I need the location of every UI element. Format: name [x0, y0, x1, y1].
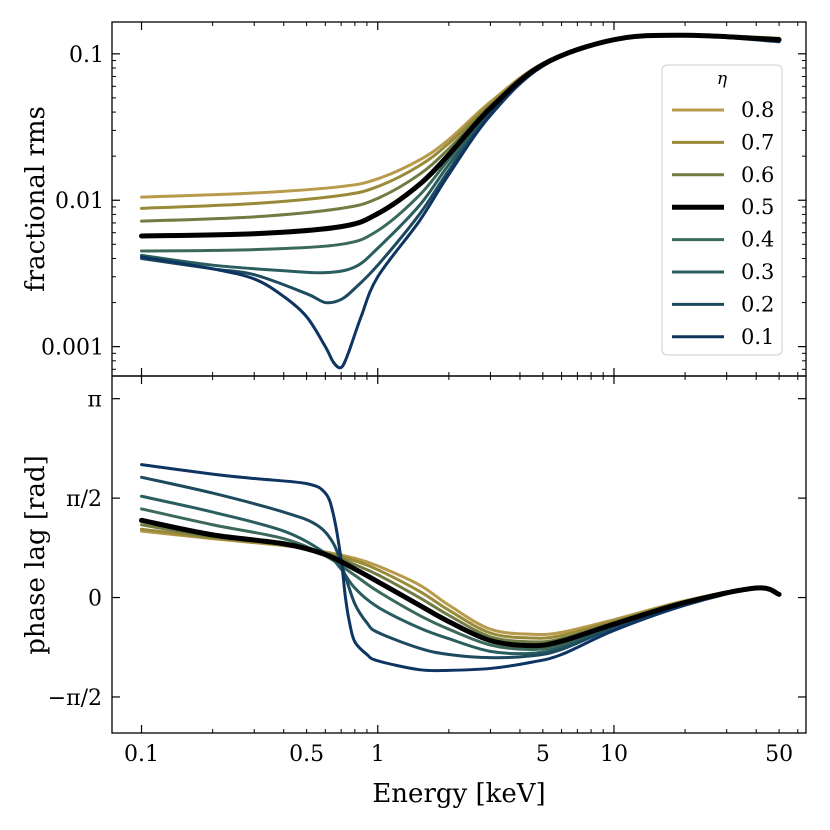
x-tick-label: 5 — [536, 742, 550, 767]
legend-box — [661, 64, 783, 356]
phase-lag-y-tick-label: −π/2 — [48, 686, 102, 711]
phase-lag-y-tick-label: π/2 — [66, 487, 102, 512]
legend-label: 0.7 — [741, 130, 774, 154]
rms-series-0-5 — [139, 32, 782, 239]
legend-label: 0.4 — [741, 228, 774, 252]
legend-label: 0.3 — [741, 260, 774, 284]
phase-lag-plot-frame — [111, 375, 807, 734]
phase-lag-series-0-2 — [140, 475, 781, 660]
rms-y-tick-label: 0.1 — [69, 43, 104, 68]
rms-ylabel: fractional rms — [21, 106, 51, 292]
rms-ticks: 0.001 0.01 0.1 — [41, 22, 806, 376]
legend-label: 0.1 — [741, 325, 774, 349]
phase-lag-series-0-5 — [139, 517, 782, 649]
phase-lag-series-0-1 — [140, 463, 781, 673]
legend-label: 0.6 — [741, 163, 774, 187]
phase-lag-ticks: 0.1 0.5 1 5 10 50 −π/2 0 π/2 π — [48, 376, 806, 767]
x-tick-label: 1 — [371, 742, 385, 767]
xlabel: Energy [keV] — [372, 779, 545, 809]
rms-y-tick-label: 0.01 — [55, 189, 104, 214]
rms-series-group — [139, 32, 782, 370]
rms-y-tick-label: 0.001 — [41, 336, 104, 361]
x-tick-label: 50 — [765, 742, 793, 767]
phase-lag-y-tick-label: π — [88, 388, 102, 413]
x-tick-label: 0.5 — [289, 742, 324, 767]
phase-lag-ylabel: phase lag [rad] — [21, 455, 51, 654]
phase-lag-series-group — [139, 463, 782, 673]
phase-lag-panel: 0.1 0.5 1 5 10 50 −π/2 0 π/2 π phase lag [rad] En… — [21, 375, 807, 809]
legend: η 0.8 0.7 0.6 0.5 0.4 0.3 0.2 0.1 — [661, 64, 783, 356]
x-tick-label: 10 — [600, 742, 628, 767]
legend-label: 0.5 — [741, 195, 774, 219]
phase-lag-y-tick-label: 0 — [88, 587, 102, 612]
x-tick-label: 0.1 — [124, 742, 159, 767]
legend-label: 0.8 — [741, 98, 774, 122]
legend-label: 0.2 — [741, 292, 774, 316]
legend-title: η — [717, 69, 728, 89]
